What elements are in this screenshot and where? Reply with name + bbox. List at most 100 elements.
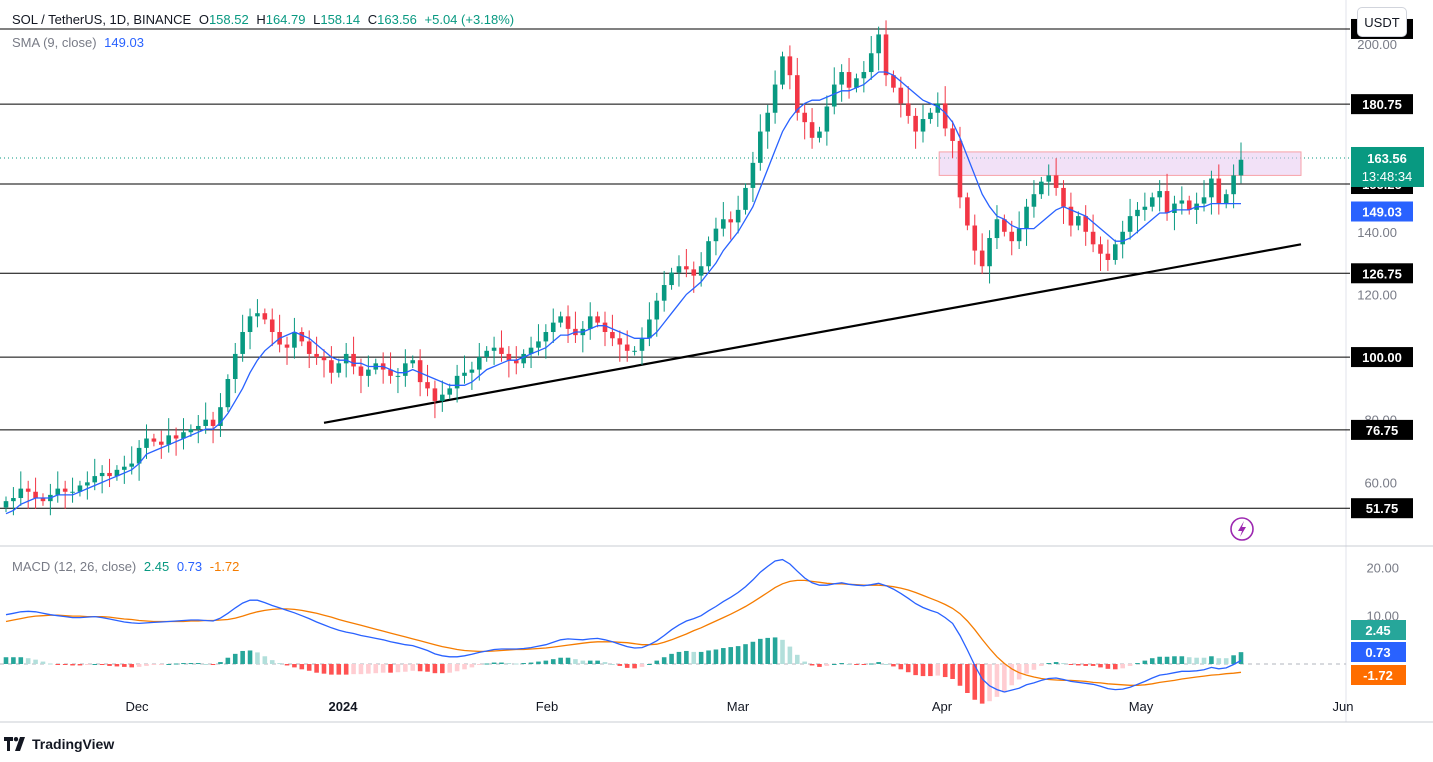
macd-hist-bar (743, 644, 748, 664)
candle (721, 202, 726, 237)
candle (1194, 192, 1199, 224)
macd-hist-bar (595, 660, 600, 664)
price-tags-layer: 204.75180.75155.25126.75100.0076.7551.75… (1230, 18, 1424, 685)
macd-hist-bar (477, 664, 482, 665)
candle (366, 355, 371, 387)
macd-hist-bar (854, 664, 859, 665)
candle (336, 358, 342, 378)
resistance-zone (938, 151, 1302, 176)
macd-hist-bar (277, 663, 282, 665)
candle (528, 336, 534, 369)
tradingview-logo-icon (4, 737, 25, 751)
candle (979, 233, 985, 275)
candle-body (499, 347, 504, 354)
close-label: C (367, 12, 378, 27)
macd-hist-bar (151, 664, 157, 665)
candle-body (987, 238, 992, 267)
candle-body (639, 338, 645, 351)
candle-body (521, 353, 526, 364)
candle-body (210, 419, 216, 426)
candle-body (306, 341, 312, 354)
macd-hist-bar (1039, 664, 1044, 666)
candle-body (891, 75, 896, 88)
candle (876, 26, 881, 71)
candle-body (462, 372, 467, 376)
sma-legend[interactable]: SMA (9, close) 149.03 (12, 35, 148, 50)
candle (1016, 211, 1022, 250)
candle-body (1223, 194, 1229, 204)
candle-body (232, 353, 238, 379)
macd-hist-bar (329, 664, 334, 675)
candle (410, 355, 416, 369)
candle (432, 380, 438, 419)
candle-body (70, 491, 75, 493)
candle (1135, 202, 1140, 234)
macd-hist-bar (831, 664, 837, 665)
candle (136, 440, 142, 481)
macd-hist-bar (343, 664, 349, 675)
candle (1149, 192, 1155, 212)
macd-hist-bar (40, 661, 46, 664)
macd-hist-bar (1149, 658, 1155, 664)
high-value: 164.79 (265, 12, 306, 27)
macd-hist-bar (883, 664, 889, 665)
candle-body (772, 84, 778, 113)
candle-body (1120, 231, 1125, 245)
candle-body (1002, 219, 1007, 232)
candle (1053, 158, 1059, 196)
macd-hist-bar (876, 662, 881, 664)
price-axis-layer: 60.0080.00100.00120.00140.00160.00180.00… (1357, 37, 1399, 624)
candle-body (203, 419, 208, 426)
macd-label: MACD (12, 26, close) (12, 559, 137, 574)
candle-body (1046, 175, 1052, 182)
candle (854, 73, 859, 93)
candle (255, 299, 260, 328)
candle-body (1216, 178, 1222, 204)
candle-body (1024, 206, 1029, 229)
low-label: L (313, 12, 321, 27)
macd-hist-bar (432, 664, 438, 674)
candle-body (735, 209, 741, 223)
candle (632, 346, 637, 356)
candle (262, 308, 268, 325)
candle (1142, 192, 1148, 221)
macd-line-value: 0.73 (176, 559, 203, 574)
x-tick-label: 2024 (329, 699, 359, 714)
candle-body (765, 112, 770, 132)
candle (824, 95, 830, 146)
current-price-text: 163.56 (1367, 151, 1407, 166)
candle (454, 364, 460, 403)
macd-hist-bar (1186, 657, 1192, 664)
candle (684, 249, 689, 278)
candle-body (62, 488, 68, 492)
candle (3, 496, 9, 513)
currency-button[interactable]: USDT (1357, 7, 1407, 37)
candle (987, 230, 992, 284)
candle (913, 108, 918, 149)
macd-hist-bar (780, 639, 785, 664)
macd-hist-bar (817, 664, 822, 667)
macd-hist-bar (676, 651, 682, 664)
macd-hist-value: 2.45 (143, 559, 170, 574)
macd-legend[interactable]: MACD (12, 26, close) 2.45 0.73 -1.72 (12, 559, 243, 574)
candle (225, 374, 231, 412)
change-value: +5.04 (+3.18%) (424, 12, 515, 27)
candle-body (1164, 191, 1170, 213)
macd-hist-bar (942, 664, 948, 678)
candle (1031, 180, 1037, 218)
tradingview-brand[interactable]: TradingView (4, 736, 114, 752)
macd-hist-bar (173, 663, 179, 665)
symbol-title[interactable]: SOL / TetherUS, 1D, BINANCE (12, 12, 192, 27)
macd-hist-bar (809, 664, 815, 666)
candle (403, 349, 408, 387)
candle (477, 342, 482, 381)
macd-hist-bar (195, 663, 201, 665)
candle (329, 346, 334, 384)
open-value: 158.52 (208, 12, 249, 27)
candle (861, 61, 867, 93)
macd-hist-bar (1031, 664, 1037, 670)
candle-body (173, 435, 179, 439)
macd-hist-bar (181, 663, 186, 665)
